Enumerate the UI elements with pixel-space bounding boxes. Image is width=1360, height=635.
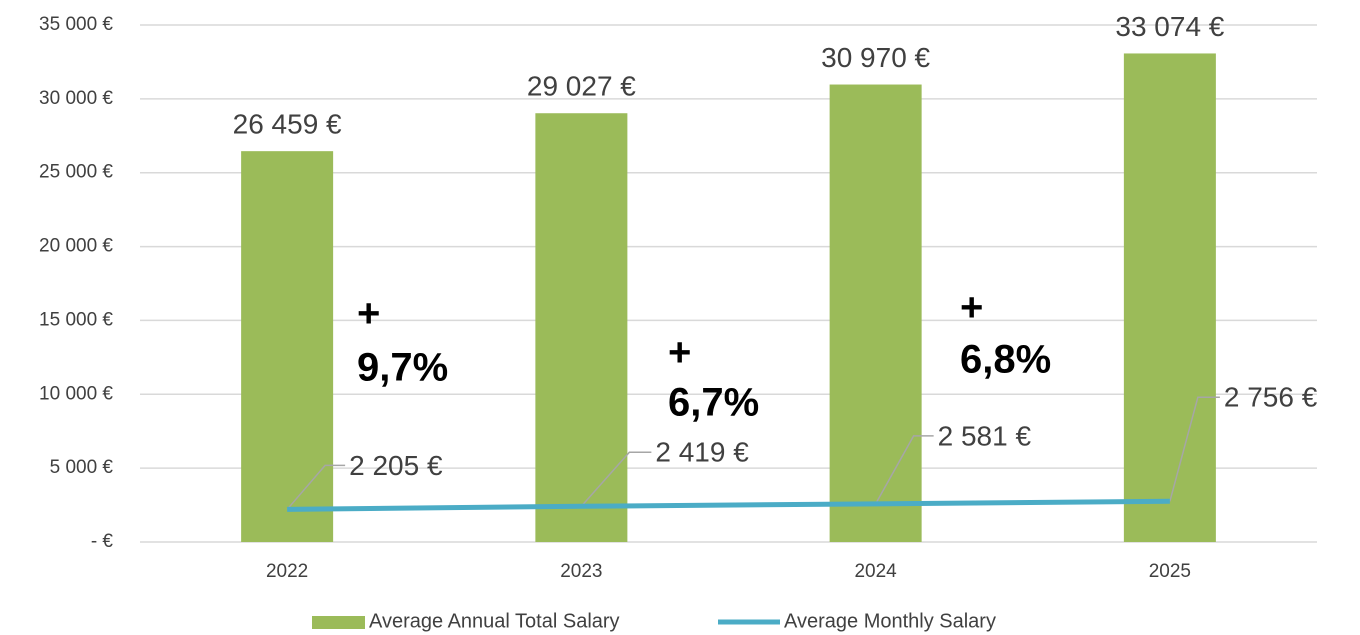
x-tick-label: 2023 [560,561,602,582]
line-value-label: 2 581 € [938,420,1032,451]
bar-value-label: 29 027 € [527,71,636,102]
x-tick-label: 2025 [1149,561,1191,582]
x-tick-label: 2022 [266,561,308,582]
line-value-label: 2 205 € [349,450,443,481]
annotation: + [357,292,380,336]
legend-label: Average Monthly Salary [784,610,996,632]
line [287,498,1170,512]
bar-value-label: 30 970 € [821,42,930,73]
annotation: + [668,331,691,375]
bar-value-label: 33 074 € [1115,11,1224,42]
bar [241,151,334,542]
y-tick-label: 15 000 € [39,309,113,330]
legend-swatch [312,616,365,629]
legend-label: Average Annual Total Salary [369,610,620,632]
y-tick-label: 20 000 € [39,236,113,257]
y-tick-label: - € [91,531,114,552]
bar [829,84,922,542]
y-tick-label: 10 000 € [39,383,113,404]
bar [535,113,628,543]
line-value-label: 2 419 € [655,437,749,468]
leader-line [286,464,346,510]
annotation: 6,8% [960,338,1051,382]
y-tick-label: 25 000 € [39,162,113,183]
annotation: + [960,286,983,330]
line-value-label: 2 756 € [1224,382,1318,413]
y-tick-label: 35 000 € [39,14,113,35]
y-tick-label: 30 000 € [39,88,113,109]
leader-line [1169,396,1220,502]
bar [1123,53,1216,543]
leader-line [874,435,934,505]
x-tick-label: 2024 [854,561,897,582]
bar-value-label: 26 459 € [233,109,342,140]
annotation: 9,7% [357,346,448,390]
leader-line [580,451,652,507]
annotation: 6,7% [668,381,759,425]
y-tick-label: 5 000 € [50,457,114,478]
